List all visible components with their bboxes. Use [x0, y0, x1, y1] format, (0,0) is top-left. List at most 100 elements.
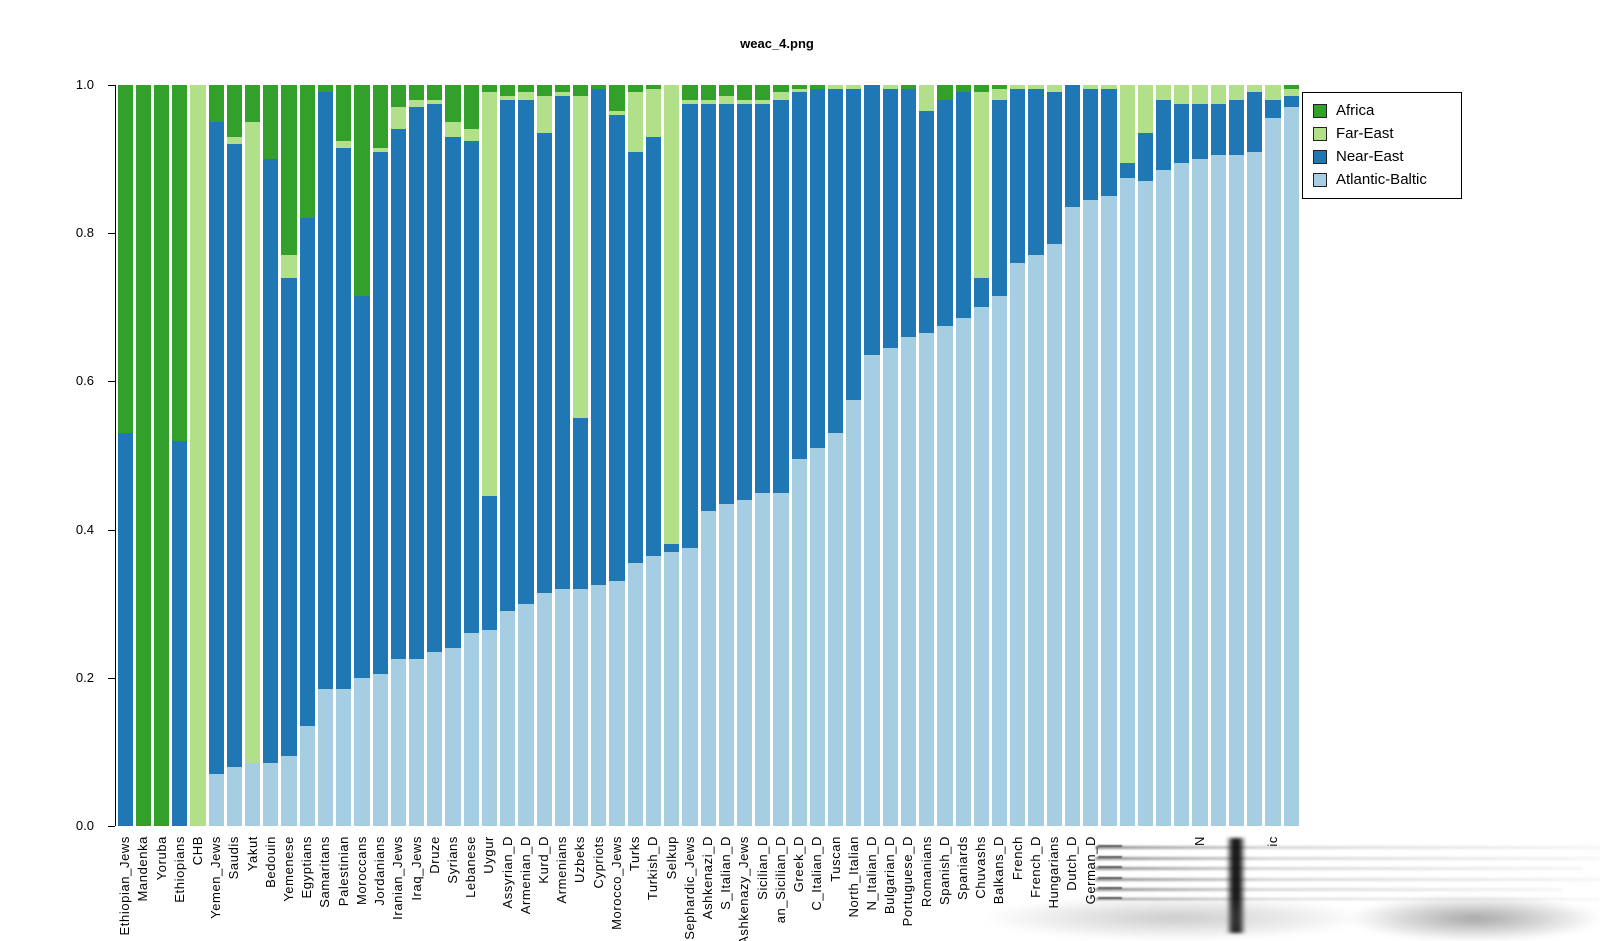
- legend-label: Near-East: [1336, 148, 1404, 165]
- legend-item-far-east: Far-East: [1313, 126, 1451, 142]
- legend-label: Far-East: [1336, 125, 1394, 142]
- bar-segment-africa: [208, 85, 224, 123]
- bar-segment-far-east: [409, 99, 425, 108]
- bar-segment-near-east: [481, 496, 498, 630]
- bar-segment-near-east: [700, 103, 716, 512]
- bar-segment-atlantic-baltic: [1155, 170, 1172, 826]
- bar-jordanians: [371, 85, 389, 826]
- bar-segment-africa: [263, 85, 279, 160]
- x-label-samaritans: Samaritans: [317, 836, 333, 908]
- bar-morocco-jews: [608, 85, 626, 826]
- legend: Africa Far-East Near-East Atlantic-Baltic: [1302, 92, 1462, 199]
- bar-an-sicilian-d: [772, 85, 790, 826]
- bar-segment-far-east: [372, 148, 388, 152]
- bar-segment-africa: [572, 85, 589, 97]
- bar-segment-africa: [445, 85, 461, 123]
- bar-segment-near-east: [937, 99, 953, 326]
- bar-n: [1191, 85, 1209, 826]
- bar-segment-near-east: [846, 88, 862, 400]
- bar-hungarians: [1045, 85, 1063, 826]
- bar-unlabeled-57: [1136, 85, 1154, 826]
- bar-segment-far-east: [1101, 85, 1117, 89]
- bar-segment-far-east: [500, 96, 516, 100]
- bar-segment-near-east: [445, 136, 461, 649]
- x-label-cypriots: Cypriots: [590, 836, 606, 889]
- bar-segment-atlantic-baltic: [1228, 155, 1245, 826]
- bar-segment-far-east: [882, 85, 898, 89]
- bar-segment-atlantic-baltic: [372, 674, 388, 826]
- bar-segment-near-east: [372, 151, 388, 675]
- bar-segment-africa: [336, 85, 352, 141]
- bar-segment-far-east: [572, 96, 589, 419]
- x-label-dutch-d: Dutch_D: [1064, 836, 1080, 891]
- bar-unlabeled-56: [1118, 85, 1136, 826]
- legend-item-near-east: Near-East: [1313, 149, 1451, 165]
- x-label-ashkenazi-d: Ashkenazi_D: [700, 836, 715, 920]
- bar-syrians: [444, 85, 462, 826]
- bar-segment-near-east: [1101, 88, 1117, 197]
- y-tick-label: 0.2: [75, 669, 94, 685]
- bar-segment-atlantic-baltic: [317, 688, 334, 826]
- x-label-jordanians: Jordanians: [372, 836, 388, 906]
- bar-segment-far-east: [445, 122, 461, 137]
- bar-segment-near-east: [427, 103, 443, 652]
- bar-segment-africa: [682, 85, 698, 100]
- bar-segment-near-east: [973, 277, 989, 308]
- bar-segment-atlantic-baltic: [900, 336, 917, 826]
- bar-segment-near-east: [791, 92, 807, 460]
- bar-moroccans: [353, 85, 371, 826]
- bar-ethiopian-jews: [116, 85, 134, 826]
- bar-chuvashs: [972, 85, 990, 826]
- bar-uzbeks: [571, 85, 589, 826]
- bar-segment-africa: [409, 85, 425, 100]
- bar-segment-africa: [390, 85, 406, 108]
- x-label-kurd-d: Kurd_D: [536, 836, 552, 884]
- bar-segment-atlantic-baltic: [791, 459, 807, 826]
- bar-segment-africa: [299, 85, 315, 219]
- bar-segment-near-east: [664, 544, 680, 552]
- bar-segment-atlantic-baltic: [281, 755, 297, 826]
- legend-swatch-atlantic-baltic: [1313, 173, 1327, 187]
- bar-segment-africa: [718, 85, 734, 97]
- bar-segment-near-east: [263, 159, 279, 764]
- bar-segment-near-east: [645, 136, 662, 556]
- bar-segment-africa: [609, 85, 625, 111]
- bar-segment-africa: [500, 85, 516, 97]
- bar-segment-atlantic-baltic: [445, 648, 461, 826]
- y-tick-mark: [108, 529, 115, 531]
- bar-segment-atlantic-baltic: [1083, 199, 1099, 826]
- bar-segment-africa: [973, 85, 989, 93]
- bar-segment-atlantic-baltic: [572, 588, 589, 826]
- bar-segment-africa: [1283, 85, 1299, 89]
- bar-segment-atlantic-baltic: [992, 296, 1008, 826]
- x-label-s-italian-d: S_Italian_D: [718, 836, 734, 910]
- y-tick-mark: [108, 677, 115, 679]
- bar-segment-near-east: [1228, 99, 1245, 156]
- bar-segment-far-east: [1228, 85, 1245, 100]
- bar-tuscan: [827, 85, 845, 826]
- bar-sicilian-d: [754, 85, 772, 826]
- bar-segment-near-east: [500, 99, 516, 612]
- bar-yakut: [244, 85, 262, 826]
- bar-segment-atlantic-baltic: [536, 592, 552, 826]
- bar-segment-atlantic-baltic: [299, 725, 315, 826]
- bar-segment-africa: [226, 85, 243, 137]
- bar-iraq-jews: [408, 85, 426, 826]
- bar-ethiopians: [171, 85, 189, 826]
- bar-segment-atlantic-baltic: [1210, 155, 1226, 826]
- bar-segment-atlantic-baltic: [919, 333, 935, 826]
- x-label-druze: Druze: [426, 836, 442, 874]
- y-axis-line: [115, 85, 116, 826]
- bar-segment-near-east: [208, 122, 224, 775]
- x-label-hungarians: Hungarians: [1046, 836, 1062, 909]
- bar-turkish-d: [644, 85, 662, 826]
- x-label-assyrian-d: Assyrian_D: [499, 836, 515, 909]
- bars-container: [116, 85, 1300, 826]
- bar-segment-near-east: [627, 151, 643, 563]
- bar-segment-near-east: [591, 88, 607, 586]
- bar-segment-near-east: [1247, 92, 1263, 152]
- bar-segment-atlantic-baltic: [208, 774, 224, 826]
- bar-segment-near-east: [117, 433, 133, 826]
- bar-segment-africa: [427, 85, 443, 100]
- bar-lebanese: [462, 85, 480, 826]
